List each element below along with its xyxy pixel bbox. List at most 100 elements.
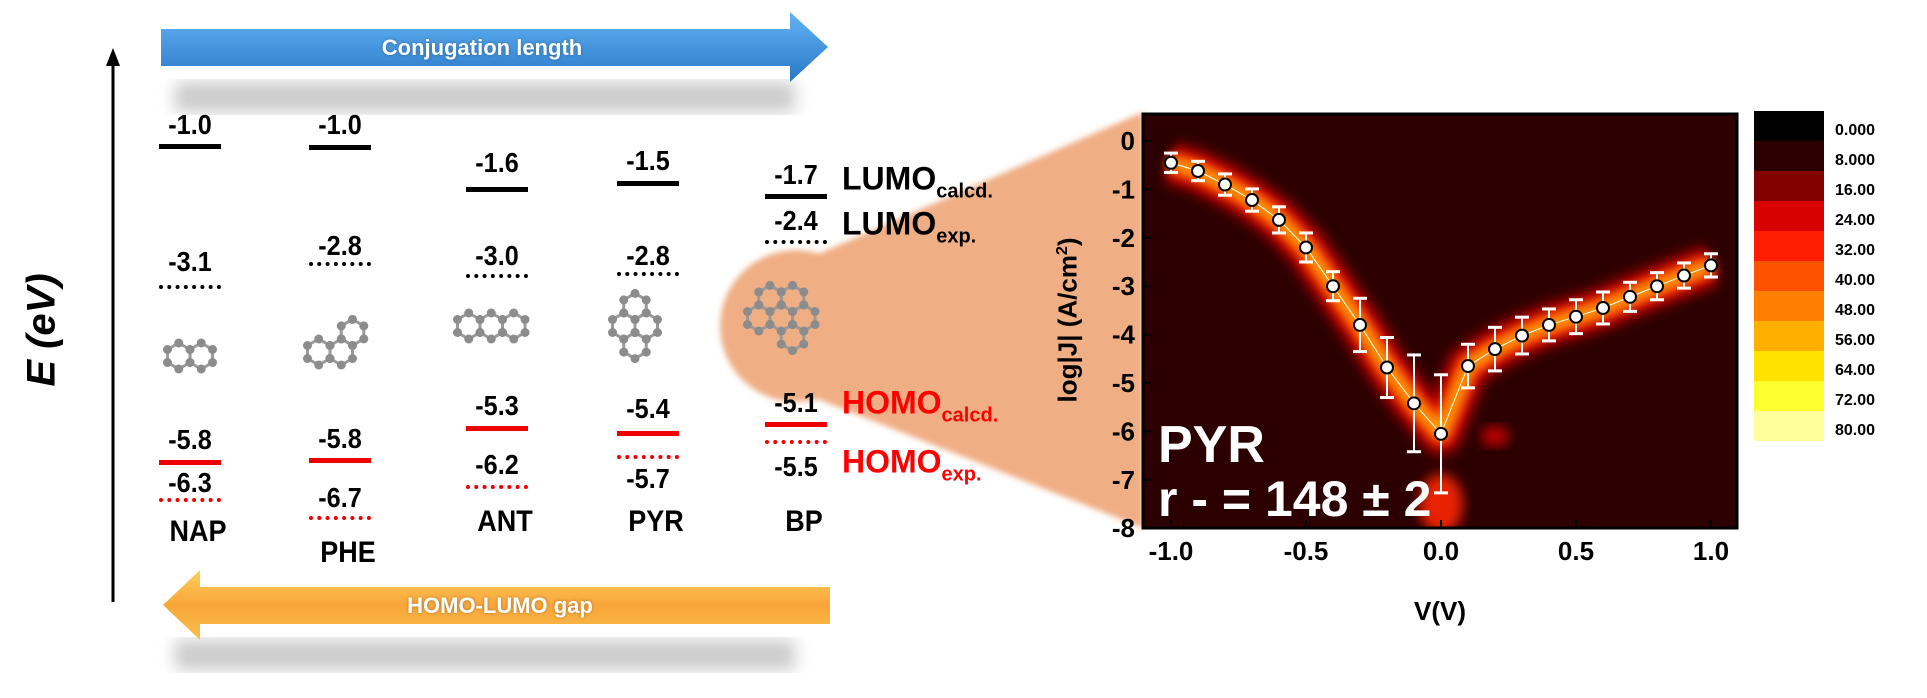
y-axis-label: log|J| (A/cm2) xyxy=(1052,237,1083,403)
data-point xyxy=(1542,317,1556,332)
y-tick-label: 0 xyxy=(1121,126,1135,156)
legend-homo-calcd: HOMOcalcd. xyxy=(842,385,998,428)
colorbar-swatch xyxy=(1754,231,1824,261)
data-point xyxy=(1218,177,1232,192)
colorbar-swatch xyxy=(1754,171,1824,201)
molecule-structure-icon xyxy=(452,308,530,344)
molecule-annotation: PYR xyxy=(1158,416,1265,474)
lumo-calcd-level xyxy=(309,145,371,150)
homo-lumo-gap-arrow xyxy=(163,570,830,640)
x-tick-label: -1.0 xyxy=(1149,536,1194,566)
heatmap-blob xyxy=(1419,474,1463,528)
lumo-exp-value: -3.0 xyxy=(475,240,519,271)
homo-calcd-level xyxy=(466,426,528,431)
legend-lumo-calcd: LUMOcalcd. xyxy=(842,161,993,204)
homo-exp-level xyxy=(466,485,528,489)
homo-exp-value: -5.5 xyxy=(774,451,818,482)
data-point xyxy=(1326,279,1340,294)
colorbar-swatch xyxy=(1754,291,1824,321)
homo-calcd-level xyxy=(309,458,371,463)
colorbar-swatch xyxy=(1754,261,1824,291)
colorbar-label: 0.000 xyxy=(1835,122,1876,139)
colorbar-label: 8.000 xyxy=(1835,152,1876,169)
data-point xyxy=(1515,328,1529,343)
colorbar-swatch xyxy=(1754,411,1824,441)
legend-main: HOMO xyxy=(842,384,942,421)
rectification-ratio: r - = 148 ± 2 xyxy=(1158,471,1432,527)
legend-homo-exp: HOMOexp. xyxy=(842,444,982,487)
homo-exp-level xyxy=(309,516,371,520)
lumo-calcd-value: -1.7 xyxy=(774,159,818,190)
y-tick-label: -3 xyxy=(1112,271,1135,301)
homo-exp-value: -6.2 xyxy=(475,449,519,480)
data-point xyxy=(1272,212,1286,227)
molecule-label: BP xyxy=(785,505,823,538)
data-point xyxy=(1434,426,1448,441)
data-point xyxy=(1245,193,1259,208)
legend-sub: exp. xyxy=(936,225,977,248)
data-point xyxy=(1488,342,1502,357)
data-point xyxy=(1353,317,1367,332)
lumo-calcd-level xyxy=(466,187,528,192)
data-point xyxy=(1677,268,1691,283)
data-point xyxy=(1623,289,1637,304)
y-tick-label: -2 xyxy=(1112,223,1135,253)
lumo-exp-level xyxy=(466,274,528,278)
homo-lumo-gap-label: HOMO-LUMO gap xyxy=(407,593,593,618)
top-arrow-shadow xyxy=(175,82,795,112)
lumo-calcd-level xyxy=(765,194,827,199)
molecule-label: PHE xyxy=(320,536,376,569)
legend-sub: exp. xyxy=(941,463,982,486)
data-point xyxy=(1650,279,1664,294)
lumo-calcd-value: -1.0 xyxy=(168,109,212,140)
colorbar-label: 64.00 xyxy=(1835,362,1876,379)
lumo-exp-level xyxy=(309,262,371,266)
lumo-exp-value: -2.4 xyxy=(774,205,818,236)
lumo-exp-level xyxy=(159,285,221,289)
colorbar-label: 72.00 xyxy=(1835,392,1876,409)
legend-main: HOMO xyxy=(842,443,942,480)
colorbar-label: 56.00 xyxy=(1835,332,1876,349)
molecule-structure-icon xyxy=(607,288,663,364)
homo-exp-level xyxy=(617,455,679,459)
colorbar-swatch xyxy=(1754,141,1824,171)
colorbar-swatch xyxy=(1754,201,1824,231)
colorbar-label: 40.00 xyxy=(1835,272,1876,289)
legend-sub: calcd. xyxy=(936,180,993,203)
lumo-exp-value: -2.8 xyxy=(318,230,362,261)
homo-calcd-level xyxy=(617,431,679,436)
lumo-calcd-level xyxy=(617,181,679,186)
conjugation-length-label: Conjugation length xyxy=(381,35,583,60)
x-tick-label: 0.0 xyxy=(1423,536,1459,566)
x-tick-label: 0.5 xyxy=(1558,536,1594,566)
homo-calcd-value: -5.8 xyxy=(318,423,362,454)
molecule-structure-icon xyxy=(162,338,218,374)
x-tick-label: -0.5 xyxy=(1284,536,1329,566)
homo-calcd-level xyxy=(765,422,827,427)
homo-exp-value: -6.7 xyxy=(318,482,362,513)
data-point xyxy=(1299,240,1313,255)
data-point xyxy=(1380,360,1394,375)
lumo-calcd-level xyxy=(159,144,221,149)
energy-axis-arrowhead-icon xyxy=(106,48,120,66)
data-point xyxy=(1461,359,1475,374)
y-tick-label: -8 xyxy=(1112,513,1135,543)
colorbar-label: 48.00 xyxy=(1835,302,1876,319)
lumo-exp-value: -3.1 xyxy=(168,246,212,277)
homo-calcd-value: -5.3 xyxy=(475,390,519,421)
lumo-calcd-value: -1.5 xyxy=(626,145,670,176)
legend-main: LUMO xyxy=(842,205,937,242)
homo-exp-level xyxy=(159,498,221,502)
homo-calcd-value: -5.8 xyxy=(168,424,212,455)
legend-main: LUMO xyxy=(842,160,937,197)
homo-calcd-value: -5.4 xyxy=(626,393,670,424)
lumo-calcd-value: -1.0 xyxy=(318,109,362,140)
homo-exp-level xyxy=(765,440,827,444)
data-point xyxy=(1596,300,1610,315)
molecule-label: ANT xyxy=(477,505,533,538)
legend-sub: calcd. xyxy=(941,404,999,427)
lumo-calcd-value: -1.6 xyxy=(475,147,519,178)
colorbar-swatch xyxy=(1754,111,1824,141)
data-point xyxy=(1704,258,1718,273)
